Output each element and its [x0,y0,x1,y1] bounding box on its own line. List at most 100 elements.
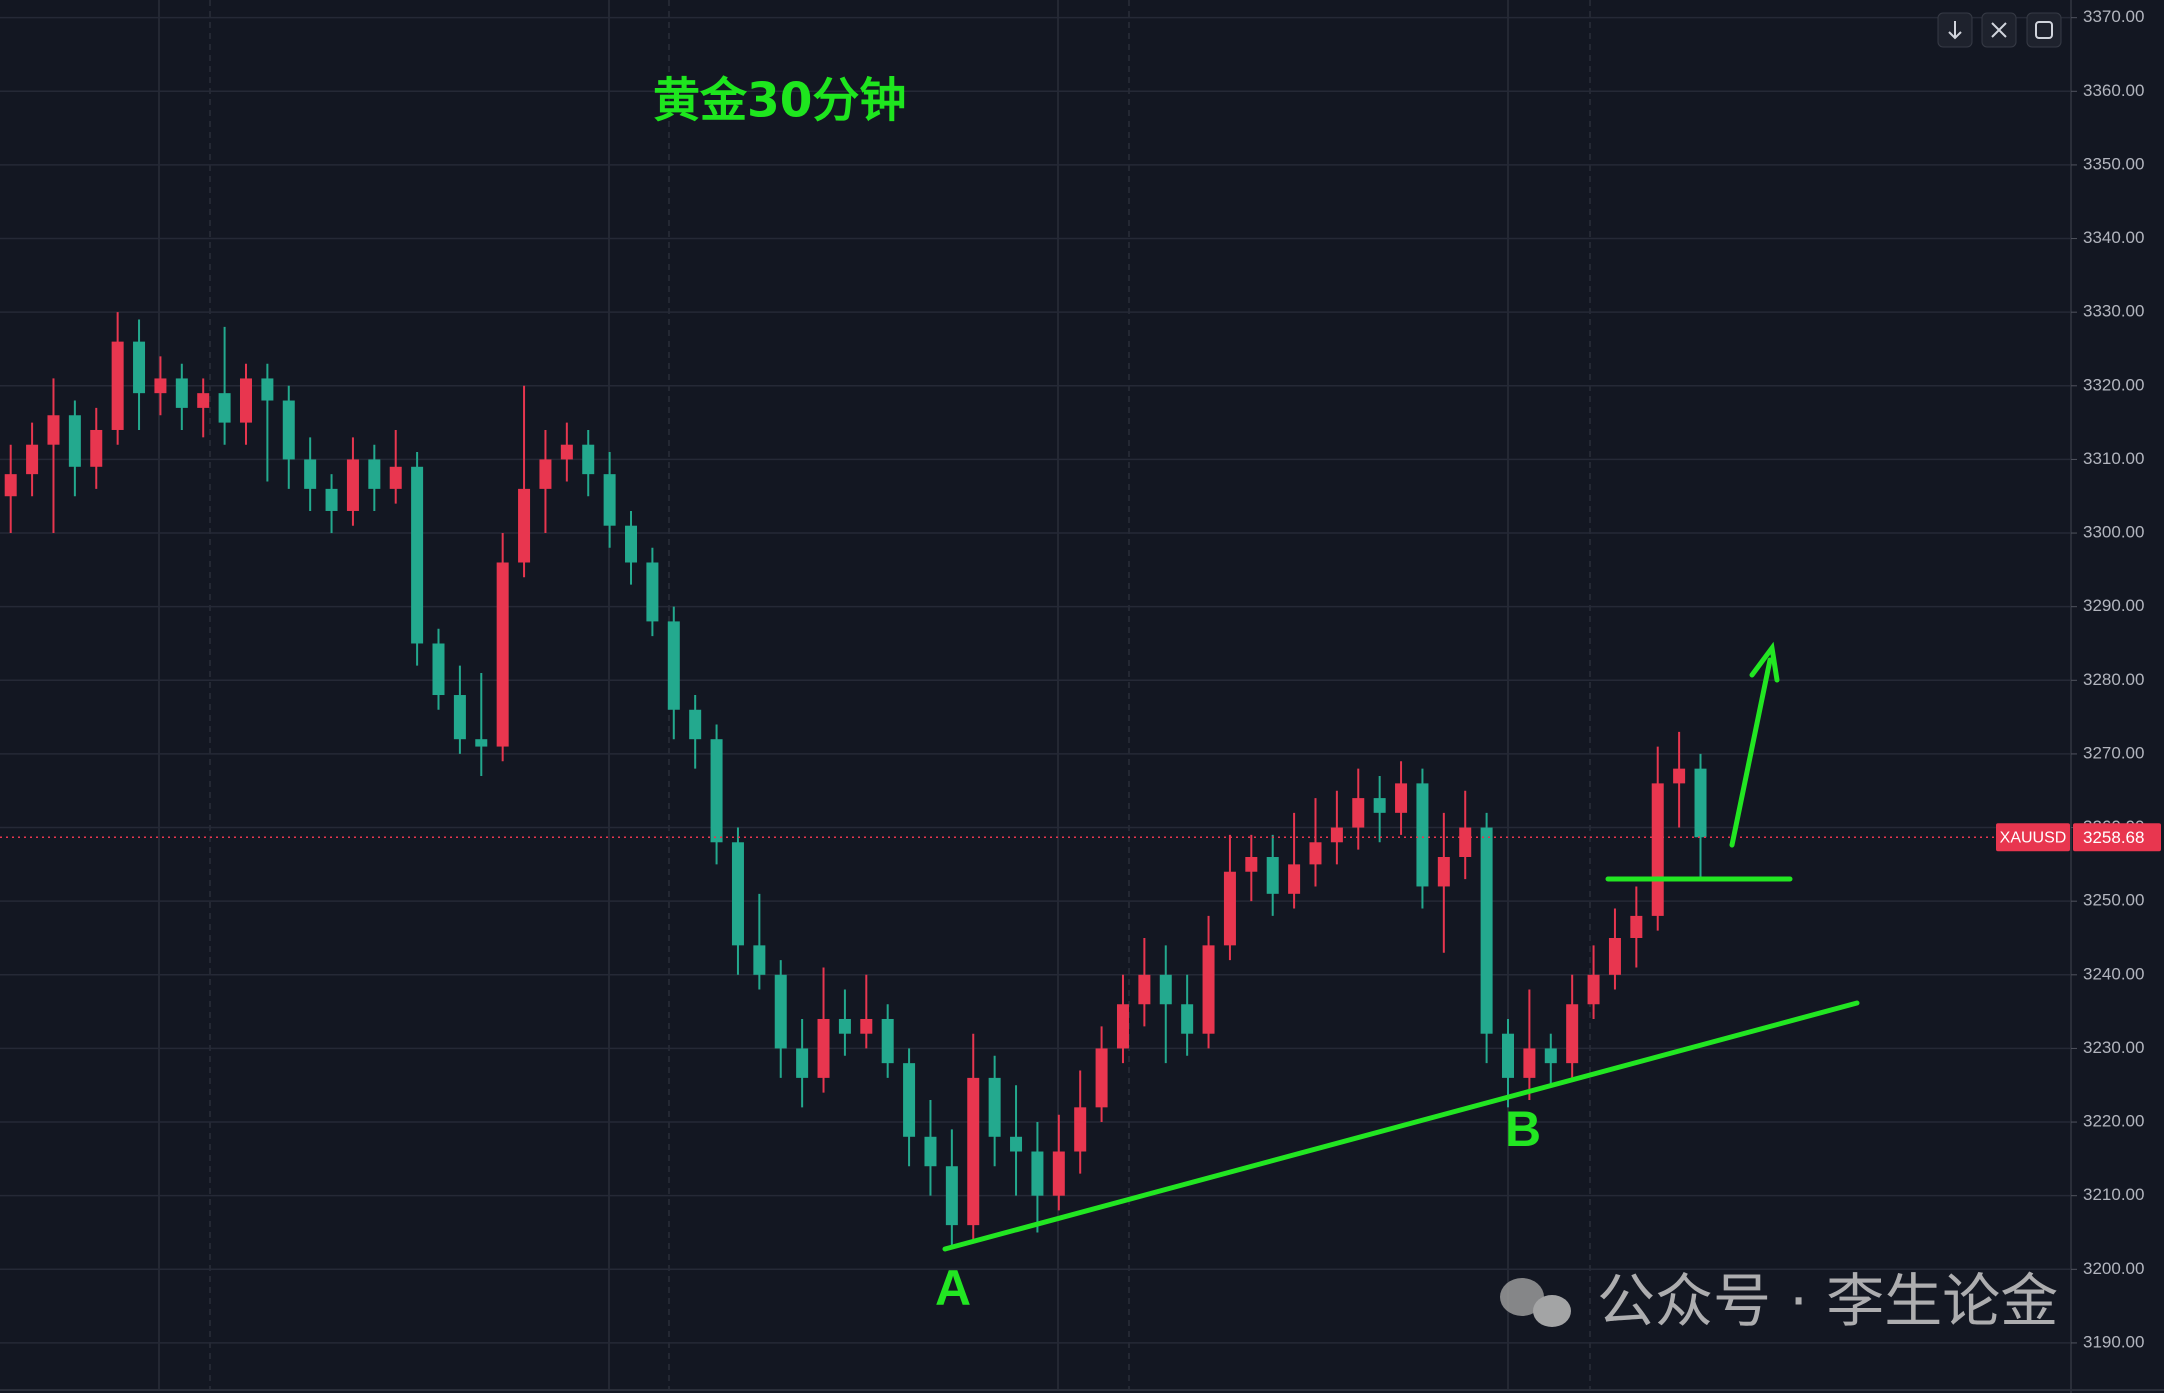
candle-body [1052,1151,1065,1196]
y-tick-label: 3230.00 [2083,1038,2144,1057]
candle-body [646,562,659,622]
candle-body [197,393,210,408]
candle-body [988,1077,1001,1137]
candle-body [368,459,381,489]
candle-body [1673,768,1686,784]
y-tick-label: 3200.00 [2083,1259,2144,1278]
candle-body [924,1136,937,1167]
arrow-shaft [1729,657,1773,848]
candle-body [1245,857,1258,872]
candle-body [1074,1107,1087,1152]
maximize-button[interactable] [2026,12,2062,48]
y-tick-label: 3190.00 [2083,1332,2144,1351]
candle-body [903,1063,916,1137]
candle-body [1031,1151,1044,1196]
candle-body [1587,974,1600,1005]
candle-body [1566,1004,1579,1064]
symbol-label: XAUUSD [2000,829,2067,846]
y-tick-label: 3270.00 [2083,743,2144,762]
candle-body [475,739,488,747]
candle-body [881,1018,894,1064]
candle-body [68,415,81,467]
arrow-head [1749,641,1780,683]
y-tick-label: 3330.00 [2083,302,2144,321]
trend-line [942,1000,1860,1252]
candle-body [967,1077,980,1226]
candle-body [4,474,17,497]
candle-body [26,444,39,475]
candle-body [1181,1004,1194,1034]
candle-body [518,488,531,563]
y-tick-label: 3220.00 [2083,1112,2144,1131]
candle-body [218,393,231,423]
y-tick-label: 3360.00 [2083,81,2144,100]
point-label: B [1505,1101,1541,1157]
y-tick-label: 3310.00 [2083,449,2144,468]
candle-body [1373,798,1386,813]
candle-body [47,415,60,445]
y-tick-label: 3320.00 [2083,375,2144,394]
point-label: A [935,1260,971,1316]
candle-body [838,1018,851,1034]
candle-body [1437,857,1450,887]
y-tick-label: 3280.00 [2083,670,2144,689]
candle-body [667,621,680,710]
candle-body [796,1048,809,1078]
symbol-tag [1996,823,2070,852]
candle-body [304,459,317,489]
candle-body [496,562,509,747]
candle-body [1352,798,1365,828]
y-tick-label: 3370.00 [2083,7,2144,26]
candle-body [603,474,616,526]
y-axis: 3190.00 3200.00 3210.00 3220.00 3230.00 3240.… [2071,7,2144,1351]
toolbar [1937,12,2062,48]
candle-body [1288,864,1301,894]
candle-body [710,739,723,843]
candle-body [625,525,638,563]
candle-body [1544,1048,1557,1064]
candle-body [90,429,103,467]
candle-body [133,341,146,394]
candle-body [539,459,552,489]
watermark: 公众号 · 李生论金 [1500,1267,2058,1335]
candle-body [1266,857,1279,894]
candle-body [325,488,338,511]
candles [0,312,2071,1248]
candle-body [282,400,295,460]
candle-body [560,444,573,460]
candle-body [261,378,274,401]
candle-body [1138,974,1151,1005]
candle-body [1010,1136,1023,1152]
candle-body [175,378,188,408]
y-tick-label: 3300.00 [2083,523,2144,542]
y-tick-label: 3350.00 [2083,154,2144,173]
chart-title: 黄金30分钟 [653,74,906,129]
y-tick-label: 3240.00 [2083,964,2144,983]
candle-body [1608,937,1621,975]
candle-body [774,974,787,1049]
candle-body [411,466,424,644]
candle-body [860,1018,873,1034]
candle-body [945,1166,958,1226]
candle-body [1523,1048,1536,1078]
candle-body [1395,783,1408,813]
candle-body [1330,827,1343,843]
candle-body [1694,768,1707,838]
candle-body [1116,1004,1129,1049]
candle-body [453,695,466,740]
candle-body [731,842,744,946]
candle-body [346,459,359,511]
candle-body [689,709,702,740]
candle-body [753,945,766,975]
y-tick-label: 3290.00 [2083,596,2144,615]
candle-body [1159,974,1172,1005]
candle-body [1416,783,1429,887]
drawings [942,641,1860,1252]
candle-body [111,341,124,430]
candle-body [389,466,402,489]
candle-body [1223,871,1236,946]
price-tag [2073,823,2161,852]
candle-body [1502,1033,1514,1078]
candle-body [239,378,252,423]
